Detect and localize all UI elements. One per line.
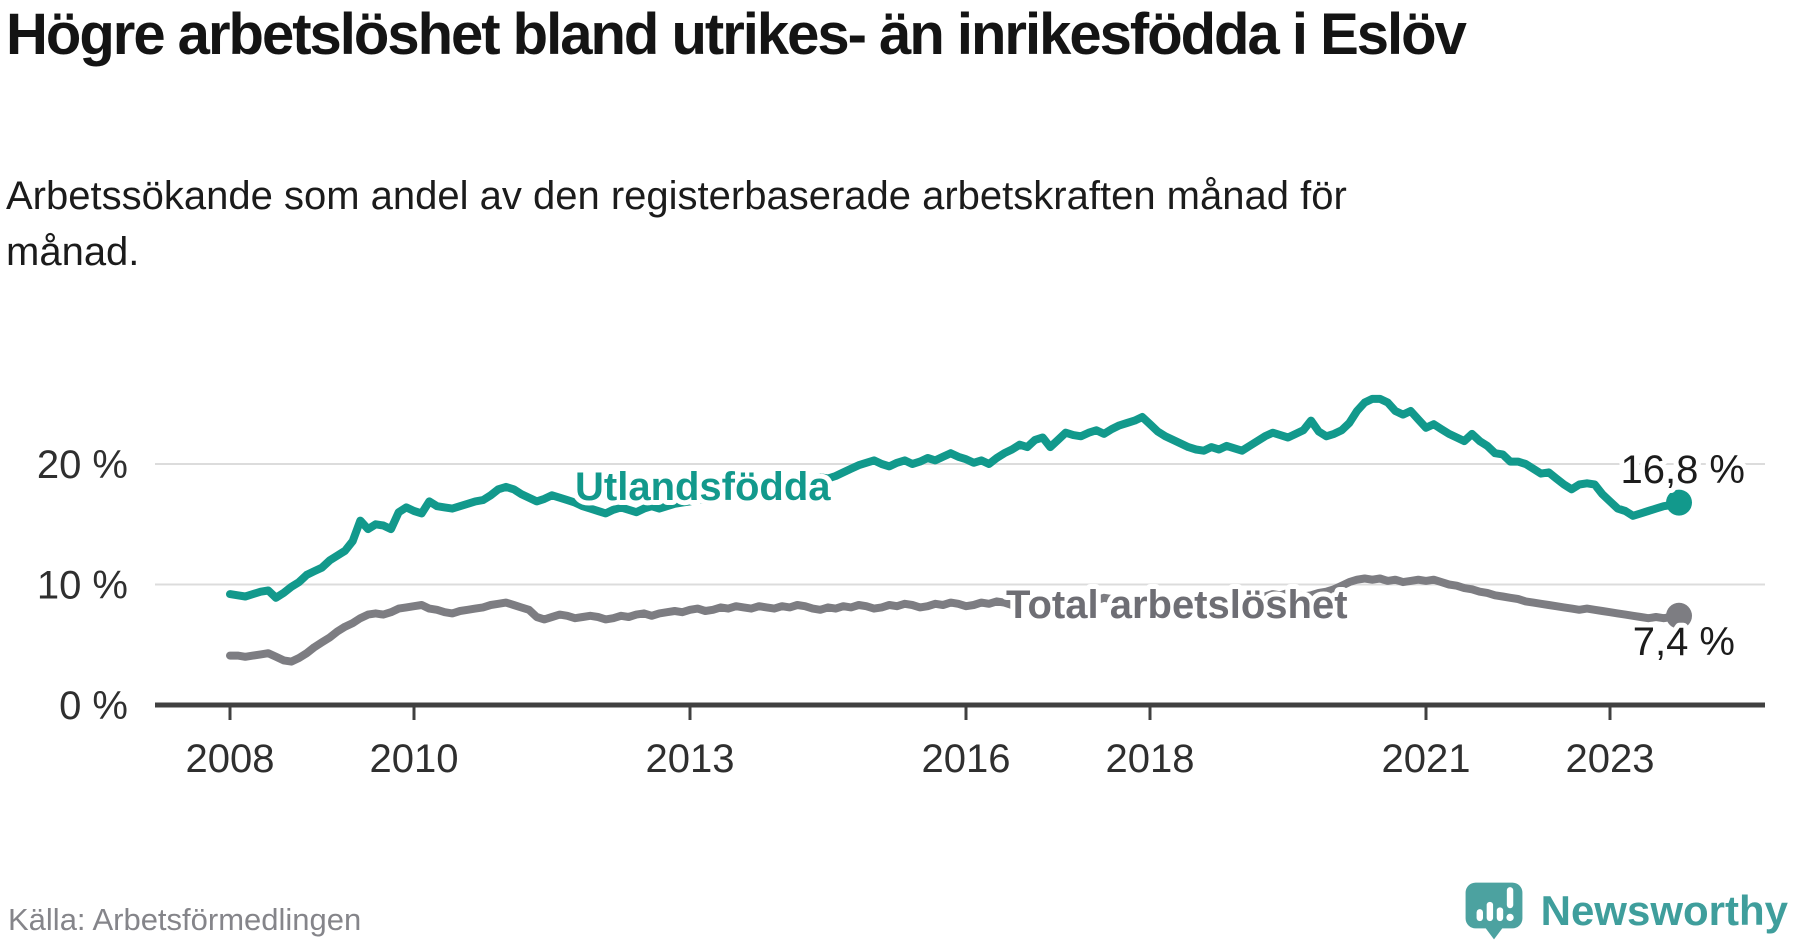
line-utlandsfodda (226, 394, 1683, 602)
y-tick-label-10: 10 % (37, 564, 128, 608)
brand-lockup: Newsworthy (1461, 878, 1788, 944)
series-label-total-arbetsloshet: Total arbetslöshet (1006, 583, 1348, 627)
x-tick-label-2018: 2018 (1106, 737, 1195, 781)
end-dot-total-arbetsloshet (1666, 602, 1692, 629)
x-tick-label-2016: 2016 (922, 737, 1011, 781)
y-tick-label-0: 0 % (59, 684, 128, 728)
end-dot-utlandsfodda (1666, 489, 1692, 516)
brand-wordmark: Newsworthy (1540, 887, 1788, 934)
speech-bubble-shape (1465, 882, 1523, 940)
source-note: Källa: Arbetsförmedlingen (8, 902, 362, 937)
x-tick-label-2021: 2021 (1382, 737, 1471, 781)
y-tick-labels-group: 0 % 10 % 20 % (37, 443, 128, 728)
bar-2 (1486, 901, 1493, 922)
x-tick-label-2010: 2010 (370, 737, 459, 781)
chart-title: Högre arbetslöshet bland utrikes- än inr… (6, 2, 1467, 67)
data-series-group (226, 394, 1692, 666)
x-ticks-group (228, 705, 1612, 720)
exclamation-bar (1506, 887, 1513, 909)
end-value-label-total-arbetsloshet: 7,4 % (1633, 620, 1735, 664)
x-tick-labels-group: 2008 2010 2013 2016 2018 2021 2023 (186, 737, 1655, 781)
x-tick-label-2023: 2023 (1566, 737, 1655, 781)
gridlines-group (155, 463, 1765, 586)
exclamation-dot (1505, 913, 1514, 922)
x-tick-label-2008: 2008 (186, 737, 275, 781)
bar-3 (1496, 907, 1503, 922)
bar-1 (1476, 909, 1483, 922)
end-value-label-utlandsfodda: 16,8 % (1620, 448, 1745, 492)
series-label-utlandsfodda: Utlandsfödda (575, 465, 831, 509)
y-tick-label-20: 20 % (37, 443, 128, 487)
line-total-arbetsloshet (226, 574, 1683, 666)
chart-subtitle: Arbetssökande som andel av den registerb… (6, 174, 1347, 274)
newsworthy-logo-icon (1465, 882, 1523, 940)
x-tick-label-2013: 2013 (646, 737, 735, 781)
